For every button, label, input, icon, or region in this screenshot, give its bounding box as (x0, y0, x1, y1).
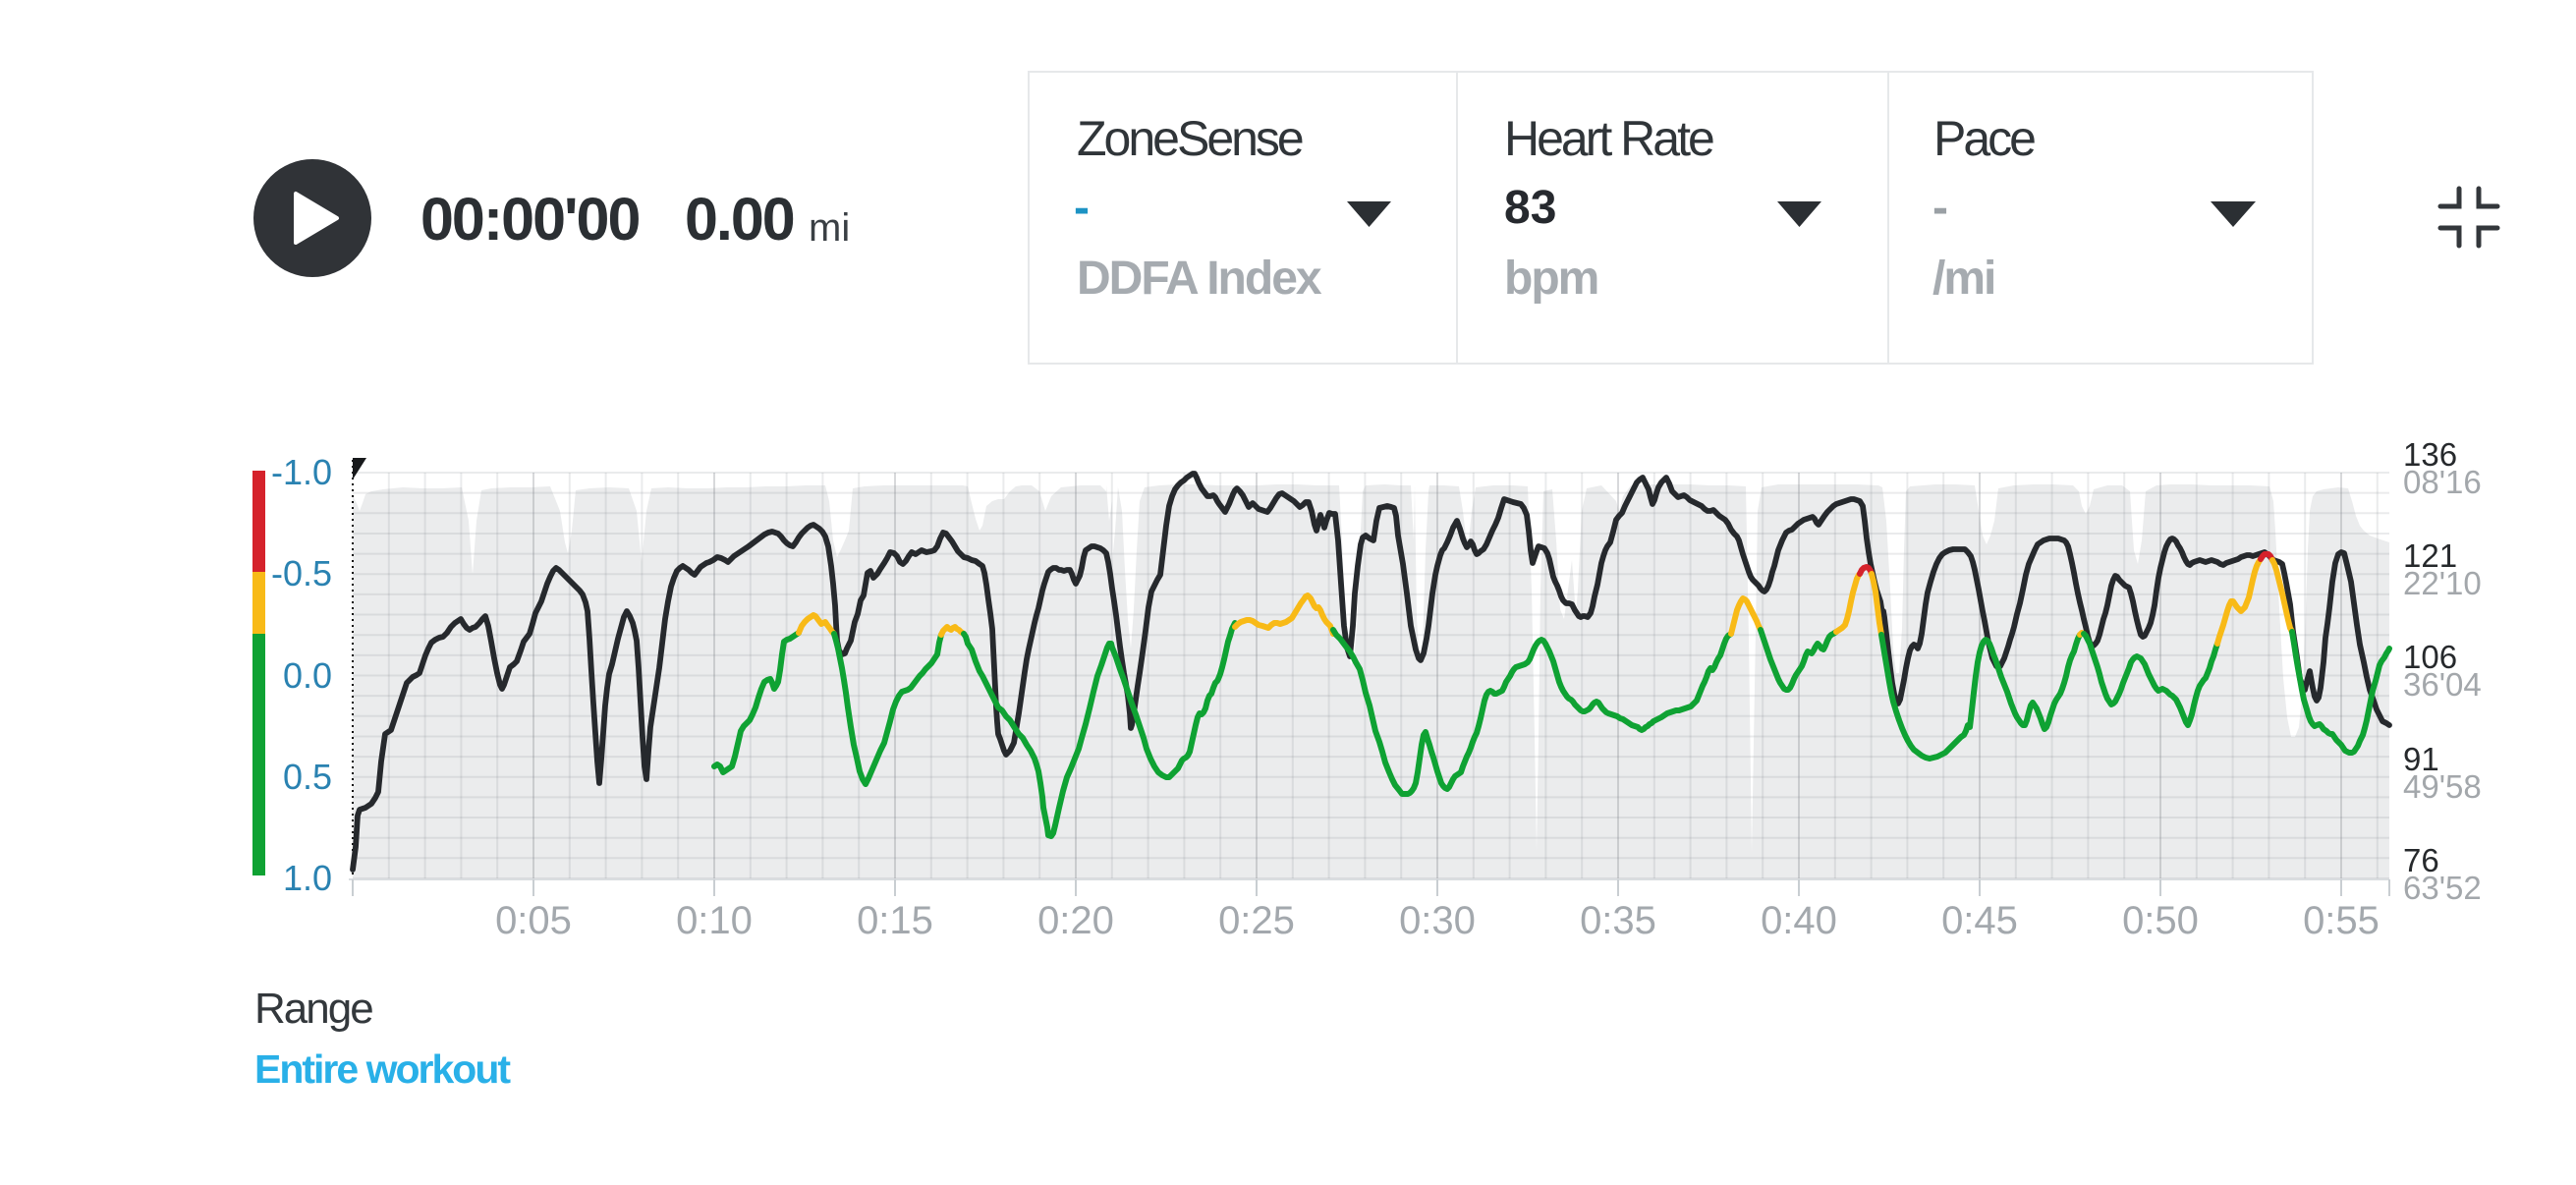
svg-text:0:30: 0:30 (1399, 899, 1476, 942)
svg-text:22'10: 22'10 (2403, 565, 2482, 601)
svg-text:0:05: 0:05 (495, 899, 572, 942)
svg-text:106: 106 (2403, 639, 2457, 675)
svg-text:36'04: 36'04 (2403, 666, 2482, 703)
svg-text:0:15: 0:15 (857, 899, 933, 942)
svg-text:0:25: 0:25 (1218, 899, 1295, 942)
svg-text:0:35: 0:35 (1580, 899, 1656, 942)
svg-text:121: 121 (2403, 537, 2457, 574)
svg-text:0:20: 0:20 (1037, 899, 1114, 942)
svg-text:0:40: 0:40 (1761, 899, 1837, 942)
svg-text:-1.0: -1.0 (271, 452, 332, 492)
svg-text:0.0: 0.0 (283, 655, 332, 696)
svg-text:08'16: 08'16 (2403, 464, 2482, 500)
svg-text:0.5: 0.5 (283, 757, 332, 797)
svg-text:0:10: 0:10 (676, 899, 753, 942)
svg-text:0:50: 0:50 (2122, 899, 2199, 942)
svg-text:49'58: 49'58 (2403, 768, 2482, 805)
svg-text:91: 91 (2403, 741, 2439, 777)
svg-text:76: 76 (2403, 842, 2439, 878)
svg-text:63'52: 63'52 (2403, 870, 2482, 906)
svg-text:136: 136 (2403, 436, 2457, 473)
svg-text:0:45: 0:45 (1941, 899, 2018, 942)
svg-text:0:55: 0:55 (2303, 899, 2380, 942)
svg-text:1.0: 1.0 (283, 858, 332, 898)
svg-text:-0.5: -0.5 (271, 553, 332, 593)
